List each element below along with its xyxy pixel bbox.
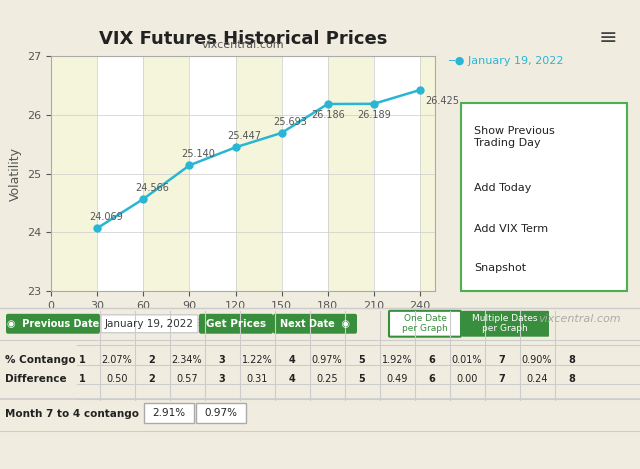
FancyBboxPatch shape [462,311,549,337]
FancyBboxPatch shape [196,403,246,423]
Text: 1.92%: 1.92% [381,355,412,364]
Text: 0.25: 0.25 [316,374,338,385]
Text: 0.97%: 0.97% [312,355,342,364]
Text: 0.49: 0.49 [387,374,408,385]
Text: 26.186: 26.186 [311,110,344,120]
Text: Snapshot: Snapshot [474,263,526,273]
Text: 2: 2 [148,374,156,385]
Text: 26.425: 26.425 [426,96,460,106]
FancyBboxPatch shape [101,315,198,333]
Bar [143,56,189,291]
Text: 6: 6 [429,374,435,385]
Text: 2.34%: 2.34% [172,355,202,364]
Text: Add Today: Add Today [474,182,531,193]
Text: 1.22%: 1.22% [242,355,273,364]
Text: 0.01%: 0.01% [452,355,483,364]
FancyBboxPatch shape [144,403,194,423]
Text: Get Prices: Get Prices [206,319,266,329]
Text: Multiple Dates
per Graph: Multiple Dates per Graph [472,314,538,333]
Text: 25.693: 25.693 [273,117,307,127]
Text: % Contango: % Contango [5,355,76,364]
Text: 6: 6 [429,355,435,364]
FancyBboxPatch shape [461,103,627,291]
Text: 4: 4 [289,374,296,385]
Bar [189,56,236,291]
Text: 5: 5 [358,355,365,364]
Text: VIX Futures Historical Prices: VIX Futures Historical Prices [99,30,387,48]
Text: ◉  Previous Date: ◉ Previous Date [7,319,99,329]
Text: 2: 2 [148,355,156,364]
Text: Difference: Difference [5,374,67,385]
Text: ≡: ≡ [599,28,618,48]
FancyBboxPatch shape [6,314,100,334]
Text: 25.140: 25.140 [181,149,215,159]
Text: 1: 1 [79,355,85,364]
Text: 24.566: 24.566 [135,182,169,193]
Text: 0.00: 0.00 [456,374,477,385]
Bar [97,56,143,291]
Text: 26.189: 26.189 [357,110,390,120]
FancyBboxPatch shape [389,311,461,337]
X-axis label: Days to Expiration: Days to Expiration [186,316,301,329]
Text: Show Previous
Trading Day: Show Previous Trading Day [474,126,555,148]
Text: 3: 3 [219,355,225,364]
Text: ─● January 19, 2022: ─● January 19, 2022 [448,56,563,66]
Text: Month 7 to 4 contango: Month 7 to 4 contango [5,409,139,419]
Text: Next Date  ◉: Next Date ◉ [280,319,350,329]
Text: 0.24: 0.24 [526,374,548,385]
Text: 0.57: 0.57 [176,374,198,385]
Text: January 19, 2022: January 19, 2022 [104,319,193,329]
Y-axis label: Volatility: Volatility [9,146,22,201]
Text: 8: 8 [568,374,575,385]
FancyBboxPatch shape [273,314,357,334]
Text: vixcentral.com: vixcentral.com [538,314,621,324]
Text: 5: 5 [358,374,365,385]
Text: One Date
per Graph: One Date per Graph [402,314,448,333]
Text: 0.31: 0.31 [246,374,268,385]
Text: 1: 1 [79,374,85,385]
Text: vixcentral.com: vixcentral.com [202,40,285,50]
Text: 7: 7 [499,355,506,364]
Text: 7: 7 [499,374,506,385]
Text: 2.07%: 2.07% [102,355,132,364]
Bar [51,56,97,291]
Bar [420,56,435,291]
Text: 25.447: 25.447 [227,131,261,141]
Bar [282,56,328,291]
Text: 4: 4 [289,355,296,364]
Text: 0.50: 0.50 [106,374,128,385]
Text: Add VIX Term: Add VIX Term [474,224,548,234]
Text: 2.91%: 2.91% [152,408,186,418]
FancyBboxPatch shape [199,314,273,334]
Text: 0.90%: 0.90% [522,355,552,364]
Text: 24.069: 24.069 [89,212,123,222]
Bar [328,56,374,291]
Text: 3: 3 [219,374,225,385]
Bar [374,56,420,291]
Text: 0.97%: 0.97% [205,408,237,418]
Text: 8: 8 [568,355,575,364]
Bar [236,56,282,291]
